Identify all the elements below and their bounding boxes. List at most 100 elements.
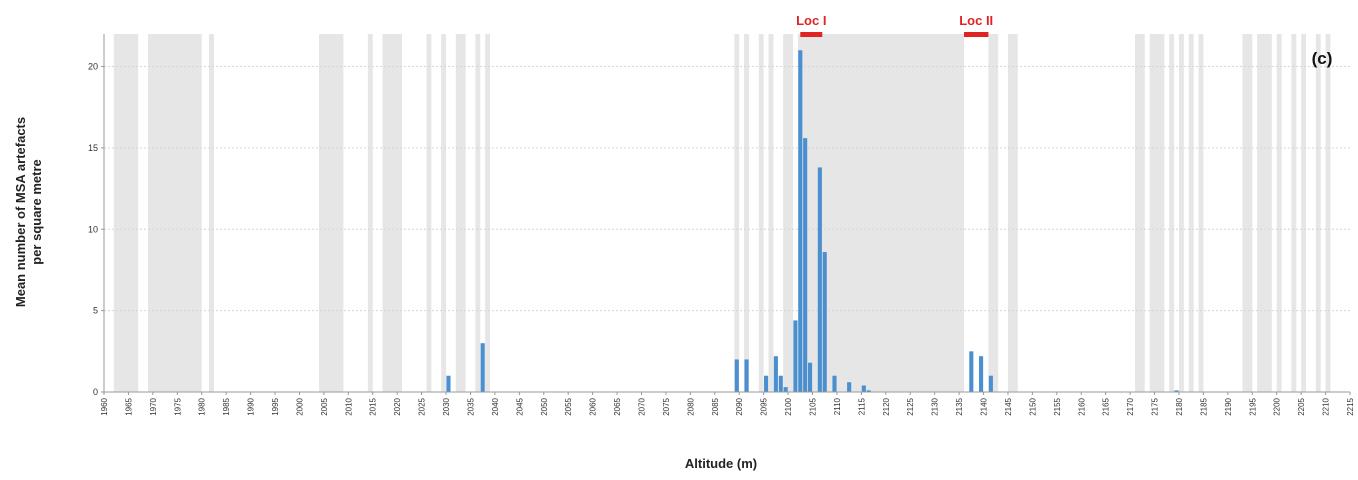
- data-bar: [446, 375, 451, 392]
- data-bar: [866, 390, 871, 392]
- data-bar: [817, 167, 822, 392]
- shaded-range: [318, 34, 344, 392]
- x-tick-label: 1960: [100, 397, 109, 415]
- x-tick-label: 2130: [931, 397, 940, 415]
- x-tick-label: 2100: [784, 397, 793, 415]
- data-bar: [969, 351, 974, 392]
- shaded-range: [758, 34, 764, 392]
- x-tick-label: 2210: [1322, 397, 1331, 415]
- shaded-range: [1135, 34, 1145, 392]
- x-tick-labels: 1960 1965 1970 1975 1980 1985 1990 1995 2000 2005…: [100, 392, 1355, 416]
- data-bar: [773, 356, 778, 392]
- data-bar: [480, 343, 485, 392]
- x-tick-label: 2070: [637, 397, 646, 415]
- location-bar: [800, 32, 823, 37]
- x-tick-label: 1980: [198, 397, 207, 415]
- shaded-range: [988, 34, 999, 392]
- data-bar: [861, 385, 866, 392]
- x-tick-label: 2020: [393, 397, 402, 415]
- x-tick-label: 2015: [369, 397, 378, 415]
- x-tick-label: 2080: [686, 397, 695, 415]
- y-tick-labels: 0 5 10 15 20: [88, 62, 104, 397]
- data-bar: [734, 359, 739, 392]
- shaded-range: [1178, 34, 1184, 392]
- y-axis-title-line-1: Mean number of MSA artefacts: [13, 117, 28, 307]
- x-tick-label: 1975: [173, 397, 182, 415]
- bar-series: [446, 50, 1179, 392]
- x-tick-label: 2055: [564, 397, 573, 415]
- shaded-range: [783, 34, 793, 392]
- shaded-range: [1276, 34, 1282, 392]
- data-bar: [798, 50, 803, 392]
- x-tick-label: 2180: [1175, 397, 1184, 415]
- panel-label: (c): [1312, 49, 1333, 68]
- x-tick-label: 2075: [662, 397, 671, 415]
- shaded-range: [744, 34, 749, 392]
- x-tick-label: 1990: [247, 397, 256, 415]
- x-tick-label: 2175: [1151, 397, 1160, 415]
- shaded-range: [734, 34, 740, 392]
- shaded-ranges: [113, 34, 1331, 392]
- data-bar: [803, 138, 808, 392]
- x-tick-label: 2115: [857, 397, 866, 415]
- data-bar: [778, 375, 783, 392]
- x-tick-label: 2145: [1004, 397, 1013, 415]
- data-bar: [744, 359, 749, 392]
- shaded-range: [1257, 34, 1272, 392]
- x-tick-label: 2165: [1102, 397, 1111, 415]
- shaded-range: [1169, 34, 1175, 392]
- location-markers: Loc I Loc II: [796, 13, 993, 37]
- data-bar: [764, 375, 769, 392]
- data-bar: [979, 356, 984, 392]
- x-tick-label: 2000: [295, 397, 304, 415]
- shaded-range: [1325, 34, 1331, 392]
- y-axis-title-line-2: per square metre: [29, 159, 44, 265]
- shaded-range: [367, 34, 373, 392]
- data-bar: [808, 362, 813, 392]
- shaded-range: [485, 34, 491, 392]
- shaded-range: [441, 34, 447, 392]
- axes: [103, 34, 1350, 393]
- x-tick-label: 2170: [1126, 397, 1135, 415]
- data-bar: [793, 320, 798, 392]
- location-label: Loc II: [959, 13, 993, 28]
- x-tick-label: 2105: [809, 397, 818, 415]
- x-axis-title: Altitude (m): [685, 456, 757, 471]
- x-tick-label: 1985: [222, 397, 231, 415]
- x-tick-label: 2125: [906, 397, 915, 415]
- x-tick-label: 2095: [760, 397, 769, 415]
- x-tick-label: 2005: [320, 397, 329, 415]
- shaded-range: [1301, 34, 1307, 392]
- x-tick-label: 2205: [1297, 397, 1306, 415]
- x-tick-label: 2035: [466, 397, 475, 415]
- data-bar: [988, 375, 993, 392]
- shaded-range: [147, 34, 202, 392]
- y-tick-label: 10: [88, 224, 98, 234]
- x-tick-label: 2010: [344, 397, 353, 415]
- x-tick-label: 2060: [589, 397, 598, 415]
- x-tick-label: 2040: [491, 397, 500, 415]
- y-tick-label: 5: [93, 306, 98, 316]
- shaded-range: [1149, 34, 1165, 392]
- shaded-range: [1291, 34, 1297, 392]
- x-tick-label: 1965: [124, 397, 133, 415]
- x-tick-label: 2140: [980, 397, 989, 415]
- shaded-range: [209, 34, 214, 392]
- shaded-range: [455, 34, 466, 392]
- y-tick-label: 20: [88, 62, 98, 72]
- shaded-range: [768, 34, 774, 392]
- shaded-range: [1198, 34, 1204, 392]
- x-tick-label: 2160: [1077, 397, 1086, 415]
- x-tick-label: 2085: [711, 397, 720, 415]
- shaded-range: [426, 34, 432, 392]
- data-bar: [822, 252, 827, 392]
- x-tick-label: 2135: [955, 397, 964, 415]
- x-tick-label: 2155: [1053, 397, 1062, 415]
- x-tick-label: 2110: [833, 397, 842, 415]
- x-tick-label: 2050: [540, 397, 549, 415]
- data-bar: [832, 375, 837, 392]
- shaded-range: [1242, 34, 1253, 392]
- shaded-range: [113, 34, 139, 392]
- x-tick-label: 2215: [1346, 397, 1355, 415]
- x-tick-label: 2120: [882, 397, 891, 415]
